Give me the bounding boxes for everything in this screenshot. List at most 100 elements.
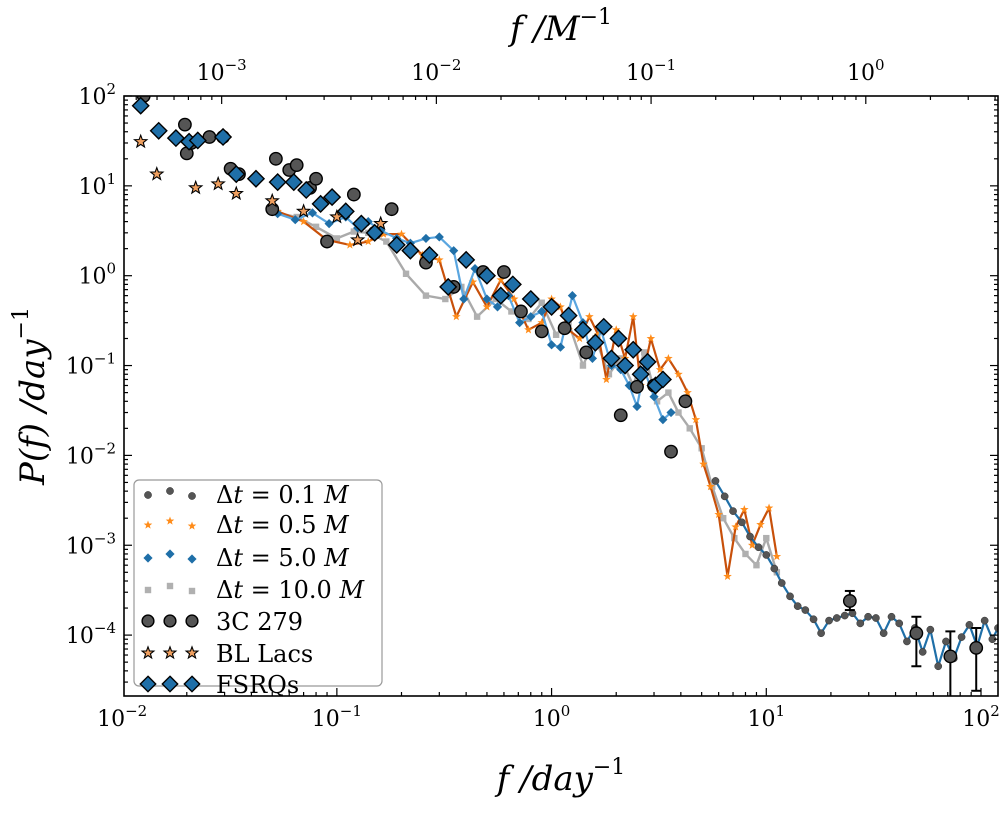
data-point [434,232,444,242]
legend-marker [165,549,175,559]
data-point [491,286,510,305]
legend-marker [188,492,196,500]
data-point [832,614,841,622]
data-point [720,492,729,501]
data-point [435,255,444,264]
data-point [439,277,458,297]
data-point [617,355,624,362]
data-point [496,275,506,284]
data-point [284,173,303,192]
legend-marker [184,645,200,660]
series--t-0-1-m [711,477,998,671]
data-point [349,231,366,247]
data-point [324,219,334,229]
data-point [289,158,304,173]
legend-entry: Δt = 10.0 M [144,576,365,604]
legend-marker [143,520,153,529]
data-point [674,369,683,378]
data-point [602,349,621,368]
data-point [352,214,371,233]
legend-marker [163,614,177,628]
data-point [653,398,661,405]
data-point [764,503,774,512]
data-point [786,592,794,601]
data-point [210,175,226,191]
data-point [346,187,361,202]
data-point [587,353,598,364]
data-point [265,202,280,217]
top-tick-label: 10−1 [626,56,676,86]
data-point [756,520,765,529]
data-point [586,333,605,352]
legend-marker [143,553,153,563]
data-point [840,611,849,620]
data-point [228,185,244,201]
data-point [297,180,316,200]
data-point [777,579,786,587]
data-point [817,629,825,638]
series-line [714,480,998,668]
data-point [422,292,430,299]
legend-marker [162,645,178,660]
data-point [299,217,308,226]
data-point [746,532,754,541]
data-point [309,171,323,186]
data-point [630,379,644,394]
data-point [655,365,665,374]
y-tick-label: 10−3 [66,529,116,559]
data-point [872,614,880,622]
data-point [731,522,740,531]
series-fsrqs [131,96,672,395]
data-point [482,294,492,304]
legend-marker [166,487,174,495]
data-point [738,518,746,527]
data-point [333,235,341,242]
data-point [879,629,888,638]
data-point [449,246,459,256]
data-point [699,459,708,468]
legend-marker [187,554,197,564]
data-point [864,612,872,621]
data-point [312,223,320,231]
top-tick-label: 100 [847,56,885,86]
data-point [336,202,355,221]
data-point [557,321,572,336]
y-tick-label: 101 [78,170,116,200]
x-tick-label: 102 [962,702,1000,732]
data-point [457,250,476,269]
legend: Δt = 0.1 MΔt = 0.5 M Δt = 5.0 M Δt = 10.0 … [133,479,383,699]
data-point [801,606,810,614]
data-point [397,229,406,238]
data-point [509,294,519,303]
legend-entry: Δt = 0.1 M [144,481,350,509]
data-point [770,564,779,573]
legend-label: FSRQs [216,671,299,699]
legend-marker [185,614,199,628]
data-point [290,215,300,225]
data-point [969,641,984,655]
data-point [664,444,678,459]
top-tick-label: 10−2 [411,56,461,86]
data-point [379,229,388,238]
top-x-axis-label: f /M−1 [507,5,612,49]
data-point [683,388,692,397]
data-point [753,561,760,569]
data-point [646,334,656,343]
legend-marker [144,491,152,499]
data-point [503,275,522,294]
data-point [166,129,186,148]
data-point [772,551,782,561]
data-point [666,407,676,418]
data-point [178,117,192,132]
y-tick-label: 10−1 [66,350,116,380]
data-point [594,317,613,336]
data-point [311,194,330,213]
data-point [188,131,207,150]
data-point [579,345,594,360]
data-point [372,215,389,231]
data-point [711,477,720,485]
data-point [508,308,515,315]
data-point [903,637,911,646]
legend-marker [166,582,174,590]
data-point [534,324,549,339]
